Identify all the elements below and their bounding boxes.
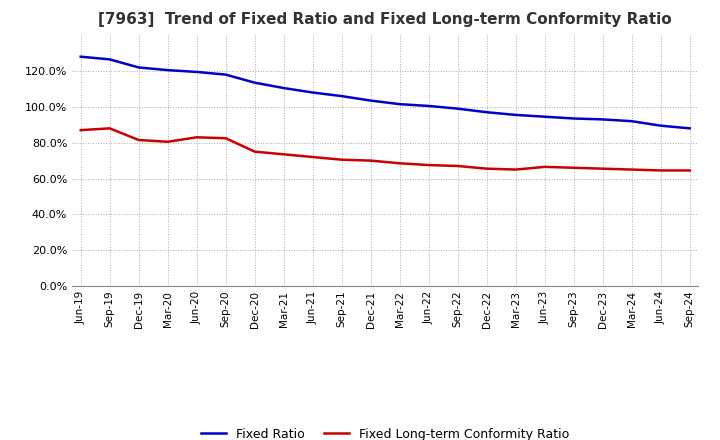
Fixed Ratio [279,85,288,91]
Fixed Long-term Conformity Ratio [570,165,578,170]
Legend: Fixed Ratio, Fixed Long-term Conformity Ratio: Fixed Ratio, Fixed Long-term Conformity … [197,423,574,440]
Fixed Ratio [482,110,491,115]
Fixed Ratio [192,69,201,74]
Fixed Ratio [570,116,578,121]
Fixed Ratio [221,72,230,77]
Line: Fixed Ratio: Fixed Ratio [81,57,690,128]
Fixed Ratio [395,102,404,107]
Fixed Ratio [511,112,520,117]
Fixed Long-term Conformity Ratio [511,167,520,172]
Fixed Long-term Conformity Ratio [251,149,259,154]
Title: [7963]  Trend of Fixed Ratio and Fixed Long-term Conformity Ratio: [7963] Trend of Fixed Ratio and Fixed Lo… [99,12,672,27]
Fixed Long-term Conformity Ratio [657,168,665,173]
Fixed Ratio [338,93,346,99]
Fixed Ratio [685,126,694,131]
Fixed Long-term Conformity Ratio [541,164,549,169]
Fixed Long-term Conformity Ratio [627,167,636,172]
Fixed Long-term Conformity Ratio [308,154,317,160]
Fixed Long-term Conformity Ratio [482,166,491,171]
Fixed Ratio [308,90,317,95]
Fixed Long-term Conformity Ratio [685,168,694,173]
Fixed Long-term Conformity Ratio [366,158,375,163]
Fixed Long-term Conformity Ratio [105,126,114,131]
Fixed Ratio [598,117,607,122]
Fixed Long-term Conformity Ratio [163,139,172,144]
Fixed Ratio [105,57,114,62]
Fixed Ratio [454,106,462,111]
Fixed Long-term Conformity Ratio [192,135,201,140]
Fixed Long-term Conformity Ratio [135,137,143,143]
Fixed Long-term Conformity Ratio [338,157,346,162]
Fixed Ratio [657,123,665,128]
Fixed Long-term Conformity Ratio [598,166,607,171]
Fixed Long-term Conformity Ratio [454,163,462,169]
Fixed Ratio [76,54,85,59]
Fixed Ratio [163,67,172,73]
Fixed Long-term Conformity Ratio [221,136,230,141]
Fixed Ratio [251,80,259,85]
Fixed Long-term Conformity Ratio [76,128,85,133]
Fixed Ratio [135,65,143,70]
Fixed Ratio [627,118,636,124]
Fixed Long-term Conformity Ratio [279,152,288,157]
Fixed Long-term Conformity Ratio [424,162,433,168]
Fixed Ratio [424,103,433,109]
Line: Fixed Long-term Conformity Ratio: Fixed Long-term Conformity Ratio [81,128,690,170]
Fixed Long-term Conformity Ratio [395,161,404,166]
Fixed Ratio [541,114,549,119]
Fixed Ratio [366,98,375,103]
